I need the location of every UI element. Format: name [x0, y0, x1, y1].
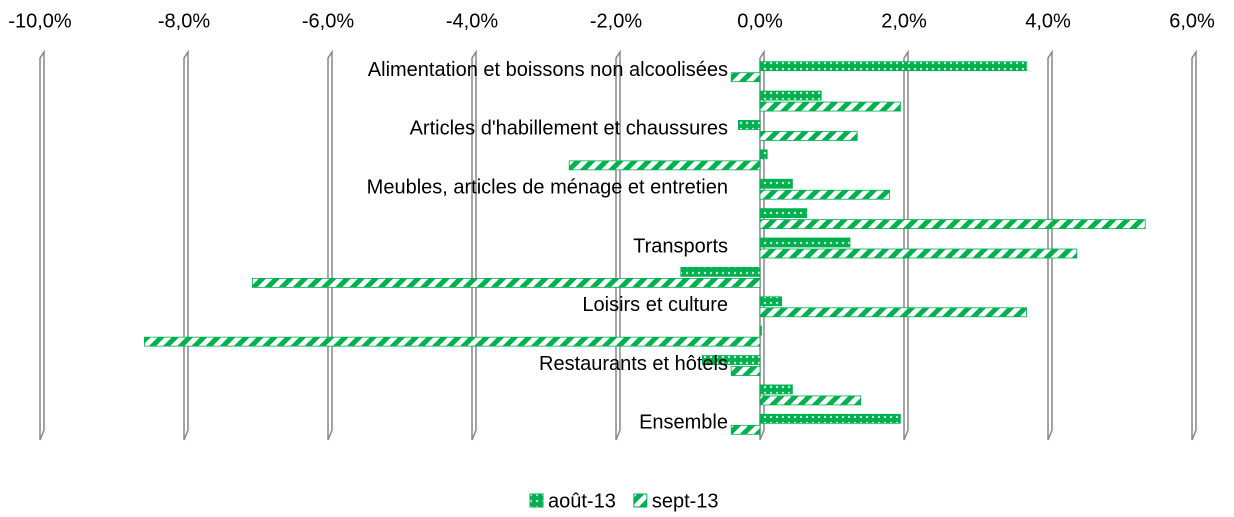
x-tick-label: -8,0%: [158, 10, 210, 32]
bar: [759, 131, 858, 141]
bar: [759, 325, 762, 336]
bar: [759, 307, 1027, 318]
legend-label: sept-13: [652, 490, 719, 512]
bar: [759, 189, 891, 200]
bar: [759, 384, 793, 395]
category-label: Ensemble: [639, 412, 728, 434]
x-tick-label: 0,0%: [737, 10, 783, 32]
bar: [759, 248, 1078, 259]
bar: [251, 277, 761, 288]
x-tick-label: 2,0%: [881, 10, 927, 32]
bar: [759, 237, 851, 248]
bar: [759, 101, 901, 112]
bar: [143, 336, 761, 347]
x-tick-label: -4,0%: [446, 10, 498, 32]
bar: [759, 395, 862, 406]
grid-line: [903, 49, 909, 441]
category-label: Restaurants et hôtels: [539, 353, 728, 375]
bar: [759, 61, 1027, 72]
bar: [738, 120, 761, 130]
x-tick-label: -6,0%: [302, 10, 354, 32]
bar: [759, 178, 793, 189]
bar: [759, 219, 1146, 230]
legend-swatch: [529, 493, 544, 508]
bar: [568, 160, 761, 171]
bar: [759, 413, 901, 424]
category-label: Alimentation et boissons non alcoolisées: [368, 59, 728, 81]
grid-line: [183, 49, 189, 441]
x-tick-label: 6,0%: [1169, 10, 1215, 32]
legend-swatch: [633, 493, 648, 508]
x-tick-label: -10,0%: [8, 10, 72, 32]
category-label: Articles d'habillement et chaussures: [410, 118, 728, 140]
bar: [702, 355, 761, 365]
legend-label: août-13: [548, 490, 616, 512]
grid-line: [615, 49, 621, 441]
bar: [730, 72, 761, 83]
category-label: Meubles, articles de ménage et entretien: [367, 177, 728, 199]
category-label: Loisirs et culture: [582, 294, 728, 316]
bar: [730, 424, 761, 435]
grid-line: [327, 49, 333, 441]
grid-line: [1047, 49, 1053, 441]
x-tick-label: -2,0%: [590, 10, 642, 32]
category-label: Transports: [633, 235, 728, 257]
grid-line: [471, 49, 477, 441]
bar: [759, 149, 768, 160]
x-tick-label: 4,0%: [1025, 10, 1071, 32]
bar: [759, 208, 808, 219]
bar: [759, 90, 822, 101]
bar: [759, 296, 783, 307]
grid-line: [39, 49, 45, 441]
bar: [730, 366, 761, 376]
bar: [680, 266, 761, 277]
grid-line: [1191, 49, 1197, 441]
